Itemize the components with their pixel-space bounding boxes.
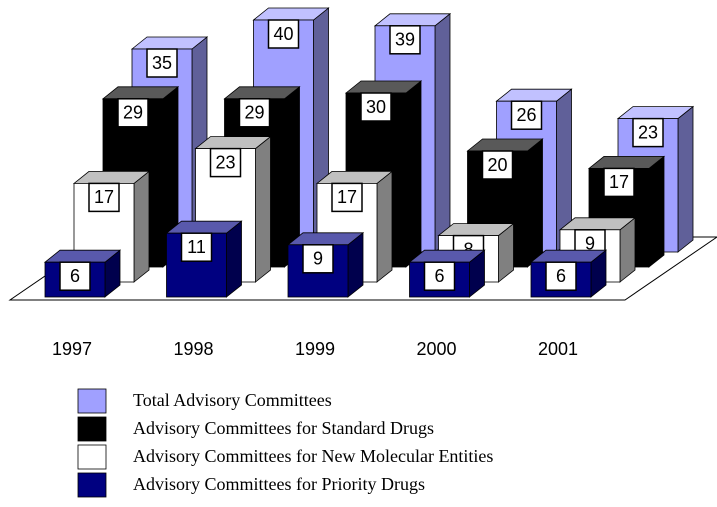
- legend-label: Advisory Committees for New Molecular En…: [133, 446, 493, 466]
- bar-side: [255, 135, 271, 283]
- x-tick-label: 2000: [416, 339, 456, 359]
- bar-side: [133, 170, 150, 283]
- legend-swatch: [77, 444, 107, 470]
- data-label: 6: [434, 266, 444, 286]
- data-label-box: [632, 117, 664, 148]
- data-label-box: [88, 182, 120, 213]
- legend-swatch: [77, 416, 107, 442]
- legend-swatch: [77, 472, 107, 498]
- data-label-box: [603, 167, 635, 198]
- data-label: 17: [337, 187, 357, 207]
- data-label: 8: [463, 239, 473, 259]
- data-label-box: [331, 182, 363, 213]
- data-label: 30: [366, 97, 386, 117]
- legend-label: Total Advisory Committees: [133, 390, 332, 410]
- data-label: 29: [244, 103, 264, 123]
- data-label: 26: [516, 105, 536, 125]
- data-label-box: [510, 100, 543, 130]
- data-label: 20: [487, 155, 507, 175]
- data-label: 9: [585, 234, 595, 254]
- data-label: 9: [313, 249, 323, 269]
- data-label-box: [423, 261, 456, 291]
- data-label: 17: [94, 187, 114, 207]
- data-label: 29: [123, 103, 143, 123]
- data-label: 35: [152, 53, 172, 73]
- legend-label: Advisory Committees for Standard Drugs: [133, 418, 434, 438]
- legend-label: Advisory Committees for Priority Drugs: [133, 474, 425, 494]
- data-label: 40: [273, 24, 293, 44]
- data-label: 23: [638, 122, 658, 142]
- data-label-box: [146, 48, 178, 78]
- bar-side: [527, 138, 543, 268]
- data-label-box: [238, 98, 271, 128]
- data-label-box: [481, 150, 514, 180]
- data-label-box: [59, 261, 91, 291]
- data-label-box: [209, 147, 242, 178]
- data-label-box: [389, 25, 421, 55]
- legend-swatch: [77, 388, 107, 414]
- data-label-box: [180, 232, 213, 262]
- data-label: 23: [215, 152, 235, 172]
- data-label: 6: [556, 266, 566, 286]
- bar-side: [648, 155, 665, 268]
- x-tick-label: 1997: [52, 339, 92, 359]
- data-label: 6: [70, 266, 80, 286]
- data-label-box: [545, 261, 577, 291]
- data-label: 39: [395, 30, 415, 50]
- x-tick-label: 1998: [173, 339, 213, 359]
- data-label: 11: [187, 237, 206, 257]
- bar-side: [677, 105, 694, 253]
- x-tick-label: 1999: [295, 339, 335, 359]
- data-label-box: [117, 98, 149, 128]
- bar-side: [376, 170, 393, 283]
- x-tick-label: 2001: [538, 339, 578, 359]
- data-label: 17: [609, 172, 629, 192]
- bar-side: [405, 80, 422, 268]
- bar-side: [434, 12, 451, 253]
- data-label-box: [302, 244, 334, 274]
- bar-side: [226, 220, 242, 298]
- data-label-box: [360, 92, 392, 122]
- data-label-box: [267, 19, 300, 49]
